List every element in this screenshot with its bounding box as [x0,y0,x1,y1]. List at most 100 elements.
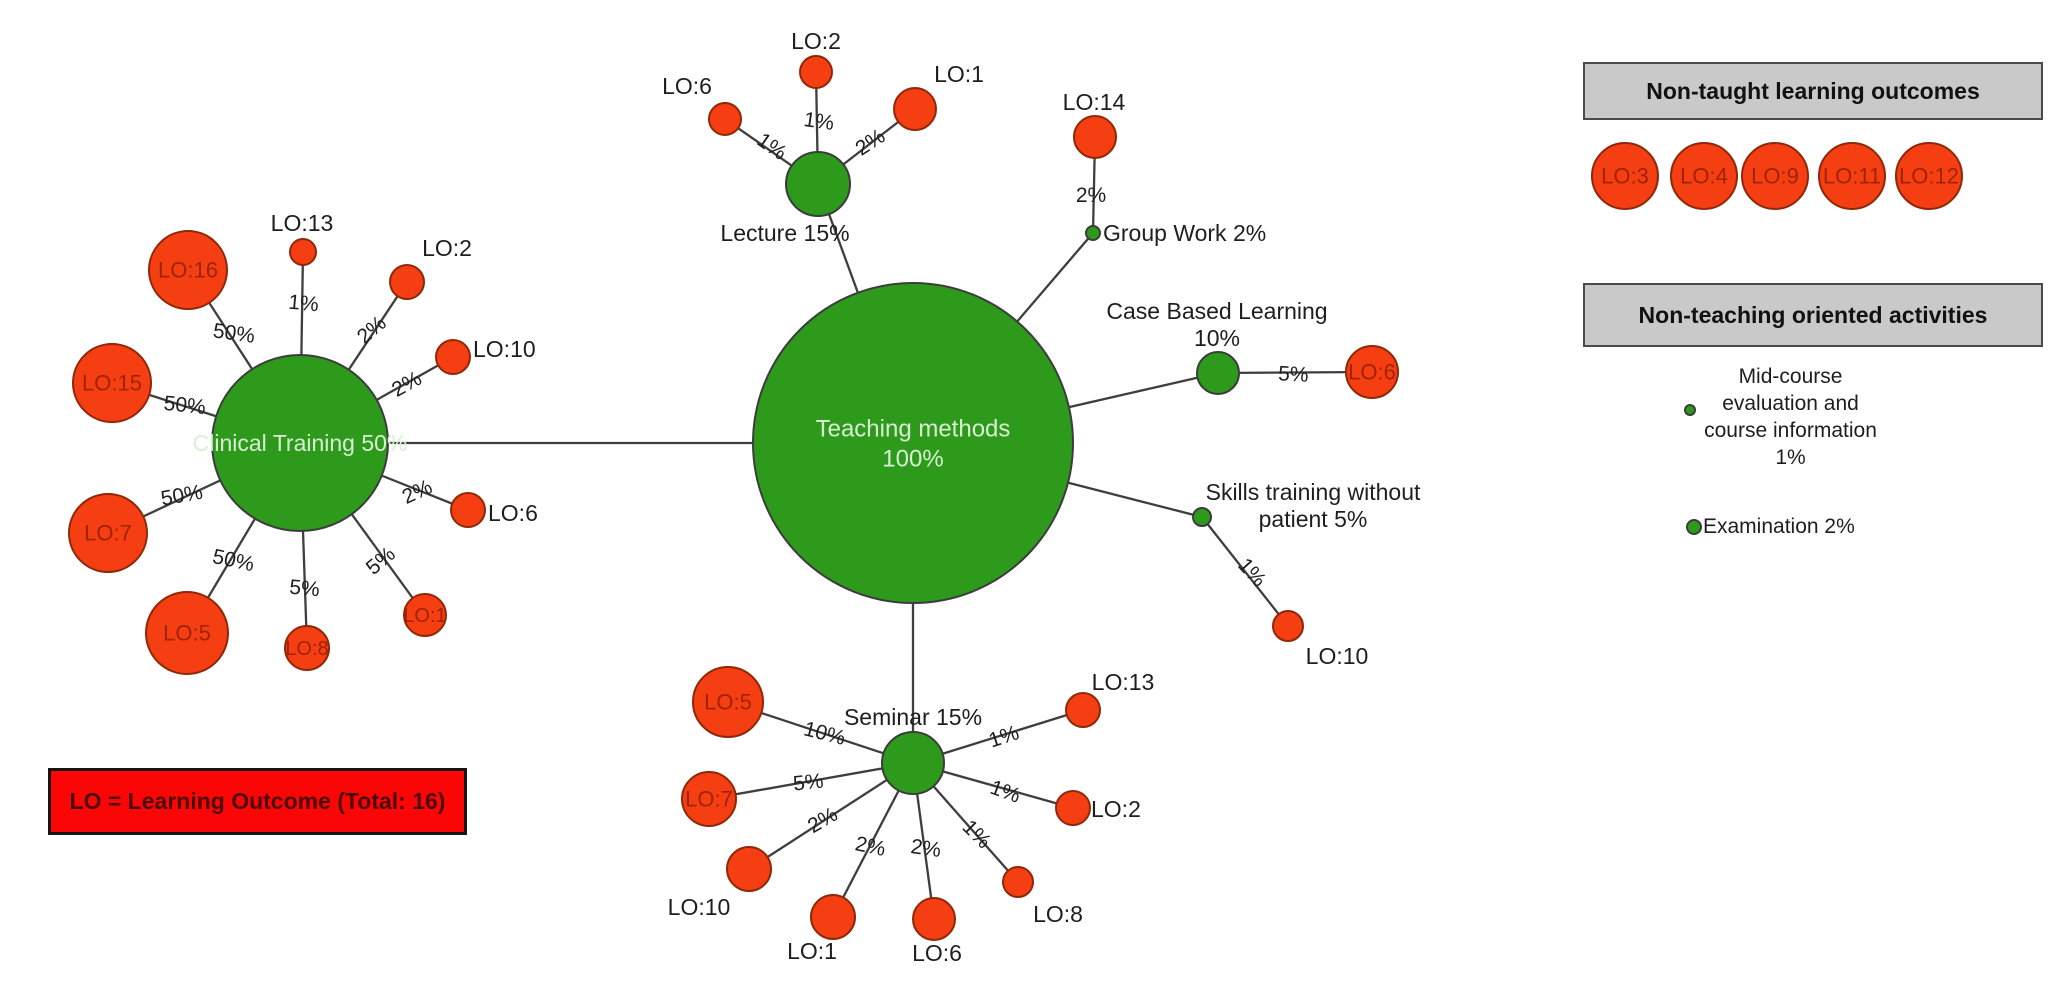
node-nt-lo12 [1895,142,1963,210]
node-label-teaching: Teaching methods 100% [816,415,1011,472]
edge-seminar-s-lo10 [748,762,914,870]
edge-label-seminar-s-lo5: 10% [801,717,847,749]
node-c-lo2 [389,264,425,300]
node-s-lo7 [681,771,737,827]
edge-label-clinical-c-lo8: 5% [288,576,320,602]
node-cb-lo6 [1345,345,1399,399]
node-nt-lo9 [1741,142,1809,210]
node-label-nt-lo9: LO:9 [1751,164,1799,189]
node-label-s-lo7: LO:7 [685,787,733,812]
non-taught-outcomes-header-label: Non-taught learning outcomes [1646,77,1980,104]
node-label-c-lo13: LO:13 [271,210,334,236]
node-label-sk-lo10: LO:10 [1306,643,1369,669]
node-label-skills: Skills training without patient 5% [1206,479,1421,532]
node-label-lec-lo2: LO:2 [791,28,841,54]
node-c-lo10 [435,339,471,375]
node-label-lo14: LO:14 [1063,89,1126,115]
node-seminar [881,731,945,795]
node-label-s-lo6: LO:6 [912,940,962,966]
edge-seminar-s-lo7 [708,761,914,801]
edge-label-skills-sk-lo10: 1% [1233,554,1270,592]
node-c-lo16 [148,230,228,310]
node-label-c-lo15: LO:15 [82,371,142,396]
midcourse-evaluation-item: Mid-course evaluation and course informa… [1663,363,1918,471]
node-label-clinical: Clinical Training 50% [193,430,408,456]
node-c-lo5 [145,591,229,675]
node-label-lec-lo1: LO:1 [934,61,984,87]
node-label-c-lo10: LO:10 [473,336,536,362]
node-clinical [211,354,389,532]
node-label-c-lo16: LO:16 [158,258,218,283]
midcourse-line-2: evaluation and [1722,392,1859,415]
node-s-lo5 [692,666,764,738]
node-label-c-lo8: LO:8 [285,638,328,660]
non-teaching-activities-header: Non-teaching oriented activities [1583,283,2043,347]
non-teaching-activities-header-label: Non-teaching oriented activities [1638,301,1988,328]
node-skills [1192,507,1212,527]
node-label-lecture: Lecture 15% [720,220,849,246]
node-label-c-lo6: LO:6 [488,500,538,526]
node-s-lo2 [1055,790,1091,826]
node-c-lo7 [68,493,148,573]
midcourse-line-3: course information [1704,419,1877,442]
node-s-lo8 [1002,866,1034,898]
node-s-lo13 [1065,692,1101,728]
edge-label-clinical-c-lo7: 50% [159,481,204,511]
edge-label-clinical-c-lo5: 50% [210,545,256,576]
node-lec-lo2 [799,55,833,89]
edge-label-seminar-s-lo1: 2% [853,832,887,861]
edge-label-seminar-s-lo10: 2% [804,803,842,838]
examination-item: Examination 2% [1703,515,1855,538]
edge-label-seminar-s-lo2: 1% [987,776,1023,808]
node-lec-lo1 [893,87,937,131]
node-label-groupwork: Group Work 2% [1103,220,1266,246]
node-label-s-lo13: LO:13 [1092,669,1155,695]
node-casebased [1196,351,1240,395]
legend-box: LO = Learning Outcome (Total: 16) [48,768,467,835]
node-mid-dot [1684,404,1696,416]
edge-label-lecture-lec-lo2: 1% [802,108,835,135]
node-label-seminar: Seminar 15% [844,704,982,730]
node-nt-lo11 [1818,142,1886,210]
node-nt-lo4 [1670,142,1738,210]
node-label-casebased: Case Based Learning 10% [1106,298,1327,351]
node-c-lo1 [403,593,447,637]
non-taught-outcomes-header: Non-taught learning outcomes [1583,62,2043,120]
edge-label-seminar-s-lo7: 5% [792,770,825,796]
edge-label-clinical-c-lo16: 50% [211,319,256,348]
node-c-lo13 [289,238,317,266]
node-c-lo6 [450,492,486,528]
node-label-nt-lo4: LO:4 [1680,164,1728,189]
node-teaching [752,282,1074,604]
node-exam-dot [1686,519,1702,535]
node-label-c-lo7: LO:7 [84,521,132,546]
node-c-lo15 [72,343,152,423]
node-label-nt-lo3: LO:3 [1601,164,1649,189]
node-c-lo8 [284,625,330,671]
node-s-lo6 [912,897,956,941]
edge-label-clinical-c-lo13: 1% [287,291,319,317]
edge-label-clinical-c-lo15: 50% [163,392,207,419]
node-label-nt-lo12: LO:12 [1899,164,1959,189]
edge-label-groupwork-lo14: 2% [1076,184,1106,207]
edge-label-casebased-cb-lo6: 5% [1278,362,1310,387]
node-nt-lo3 [1591,142,1659,210]
node-lecture [785,151,851,217]
node-lec-lo6 [708,102,742,136]
node-label-c-lo5: LO:5 [163,621,211,646]
node-label-cb-lo6: LO:6 [1348,360,1396,385]
edge-label-lecture-lec-lo6: 1% [753,129,791,165]
node-label-s-lo5: LO:5 [704,690,752,715]
node-label-c-lo2: LO:2 [422,235,472,261]
node-lo14 [1073,115,1117,159]
edge-label-seminar-s-lo13: 1% [986,721,1022,752]
midcourse-line-1: Mid-course [1738,365,1843,388]
legend-text: LO = Learning Outcome (Total: 16) [69,788,446,814]
node-label-nt-lo11: LO:11 [1823,164,1881,189]
node-label-s-lo2: LO:2 [1091,796,1141,822]
edge-label-clinical-c-lo10: 2% [388,367,426,402]
node-label-s-lo8: LO:8 [1033,901,1083,927]
node-groupwork [1085,225,1101,241]
